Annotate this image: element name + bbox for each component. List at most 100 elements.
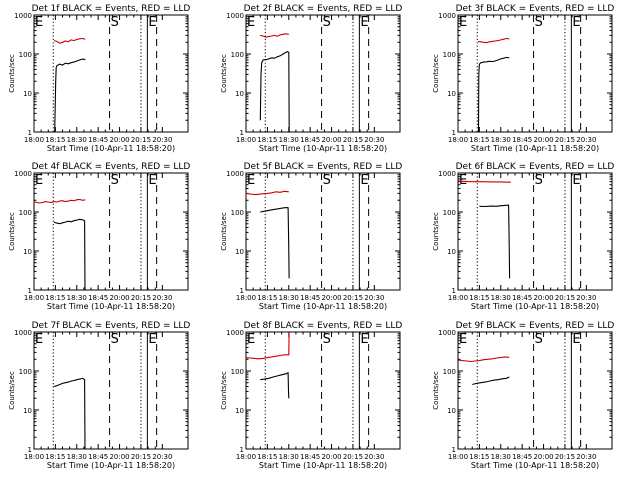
event-marker-label: E	[572, 173, 580, 188]
x-tick-label: 20:30	[152, 294, 172, 302]
y-tick-label: 10	[235, 407, 244, 415]
x-tick-label: 18:45	[512, 294, 532, 302]
x-axis-label: Start Time (10-Apr-11 18:58:20)	[471, 461, 599, 470]
x-tick-label: 18:15	[257, 294, 277, 302]
panel-title: Det 2f BLACK = Events, RED = LLD	[244, 4, 403, 14]
panel-title: Det 6f BLACK = Events, RED = LLD	[456, 162, 615, 172]
x-tick-label: 20:15	[343, 453, 363, 461]
y-tick-label: 100	[19, 209, 32, 217]
x-axis-label: Start Time (10-Apr-11 18:58:20)	[47, 302, 175, 311]
y-tick-label: 1	[452, 129, 456, 137]
y-tick-label: 100	[231, 209, 244, 217]
event-marker-label: E	[247, 173, 255, 188]
x-tick-label: 20:15	[343, 294, 363, 302]
event-marker-label: E	[148, 173, 156, 188]
event-marker-label: S	[535, 173, 543, 188]
series-line-events	[260, 207, 290, 279]
plot-frame	[245, 14, 401, 133]
x-tick-label: 18:30	[279, 136, 299, 144]
y-tick-label: 1	[452, 446, 456, 454]
event-marker-label: E	[35, 332, 43, 347]
y-tick-label: 10	[235, 248, 244, 256]
y-tick-label: 1000	[438, 12, 456, 20]
series-line-events	[54, 58, 86, 133]
x-tick-label: 20:15	[343, 136, 363, 144]
series-line-events	[472, 376, 510, 386]
plot-frame	[457, 14, 613, 133]
series-line-events	[53, 218, 86, 291]
x-axis-label: Start Time (10-Apr-11 18:58:20)	[471, 144, 599, 153]
panel-det-2: Det 2f BLACK = Events, RED = LLD 1 10 100 10…	[220, 4, 402, 153]
event-marker-label: S	[535, 15, 543, 30]
x-tick-label: 18:15	[45, 136, 65, 144]
x-axis-label: Start Time (10-Apr-11 18:58:20)	[47, 144, 175, 153]
x-tick-label: 20:15	[131, 136, 151, 144]
panel-det-7: Det 7f BLACK = Events, RED = LLD 1 10 100 10…	[8, 321, 190, 470]
plot-frame	[245, 172, 401, 291]
event-marker-label: S	[535, 332, 543, 347]
event-marker-label: E	[459, 173, 467, 188]
y-tick-label: 10	[447, 407, 456, 415]
y-axis-label: Counts/sec	[220, 371, 228, 410]
y-tick-label: 1	[240, 287, 244, 295]
y-axis-label: Counts/sec	[220, 212, 228, 251]
series-line-events	[260, 371, 290, 399]
y-axis-label: Counts/sec	[220, 54, 228, 93]
panel-det-4: Det 4f BLACK = Events, RED = LLD 1 10 100 10…	[8, 162, 190, 311]
series-line-lld	[457, 356, 510, 363]
y-axis-label: Counts/sec	[432, 212, 440, 251]
y-tick-label: 1	[28, 129, 32, 137]
x-tick-label: 18:15	[469, 294, 489, 302]
x-tick-label: 18:00	[236, 453, 256, 461]
event-marker-label: E	[35, 173, 43, 188]
panel-title: Det 3f BLACK = Events, RED = LLD	[456, 4, 615, 14]
panel-title: Det 1f BLACK = Events, RED = LLD	[32, 4, 191, 14]
event-marker-label: S	[111, 15, 119, 30]
event-marker-label: S	[323, 15, 331, 30]
x-tick-label: 18:00	[448, 136, 468, 144]
panel-title: Det 4f BLACK = Events, RED = LLD	[32, 162, 191, 172]
x-tick-label: 18:15	[469, 453, 489, 461]
x-tick-label: 20:30	[364, 136, 384, 144]
x-tick-label: 18:00	[448, 294, 468, 302]
y-tick-label: 1000	[14, 329, 32, 337]
x-tick-label: 18:15	[257, 453, 277, 461]
x-tick-label: 20:00	[321, 453, 341, 461]
event-marker-label: E	[247, 332, 255, 347]
y-tick-label: 1000	[438, 329, 456, 337]
x-tick-label: 18:00	[24, 136, 44, 144]
x-tick-label: 20:15	[555, 136, 575, 144]
plot-frame	[245, 331, 401, 450]
y-tick-label: 1000	[14, 170, 32, 178]
y-tick-label: 100	[19, 51, 32, 59]
x-tick-label: 18:00	[236, 294, 256, 302]
x-tick-label: 20:00	[109, 294, 129, 302]
x-axis-label: Start Time (10-Apr-11 18:58:20)	[259, 461, 387, 470]
x-tick-label: 18:15	[257, 136, 277, 144]
y-tick-label: 100	[19, 368, 32, 376]
panel-title: Det 8f BLACK = Events, RED = LLD	[244, 321, 403, 331]
x-tick-label: 20:00	[109, 136, 129, 144]
plot-frame	[33, 331, 189, 450]
y-tick-label: 100	[443, 51, 456, 59]
event-marker-label: E	[148, 15, 156, 30]
x-tick-label: 20:30	[576, 294, 596, 302]
x-tick-label: 18:45	[88, 136, 108, 144]
x-tick-label: 18:45	[300, 453, 320, 461]
plot-frame	[457, 172, 613, 291]
x-tick-label: 20:15	[555, 453, 575, 461]
x-axis-label: Start Time (10-Apr-11 18:58:20)	[259, 302, 387, 311]
y-axis-label: Counts/sec	[432, 371, 440, 410]
x-tick-label: 20:30	[576, 136, 596, 144]
x-tick-label: 18:00	[448, 453, 468, 461]
x-tick-label: 18:45	[300, 136, 320, 144]
x-tick-label: 18:00	[236, 136, 256, 144]
y-tick-label: 1	[240, 446, 244, 454]
x-axis-label: Start Time (10-Apr-11 18:58:20)	[471, 302, 599, 311]
x-tick-label: 18:45	[512, 453, 532, 461]
x-tick-label: 20:30	[152, 136, 172, 144]
y-tick-label: 1	[28, 287, 32, 295]
y-tick-label: 1	[28, 446, 32, 454]
x-tick-label: 18:45	[88, 294, 108, 302]
series-line-lld	[477, 37, 510, 44]
